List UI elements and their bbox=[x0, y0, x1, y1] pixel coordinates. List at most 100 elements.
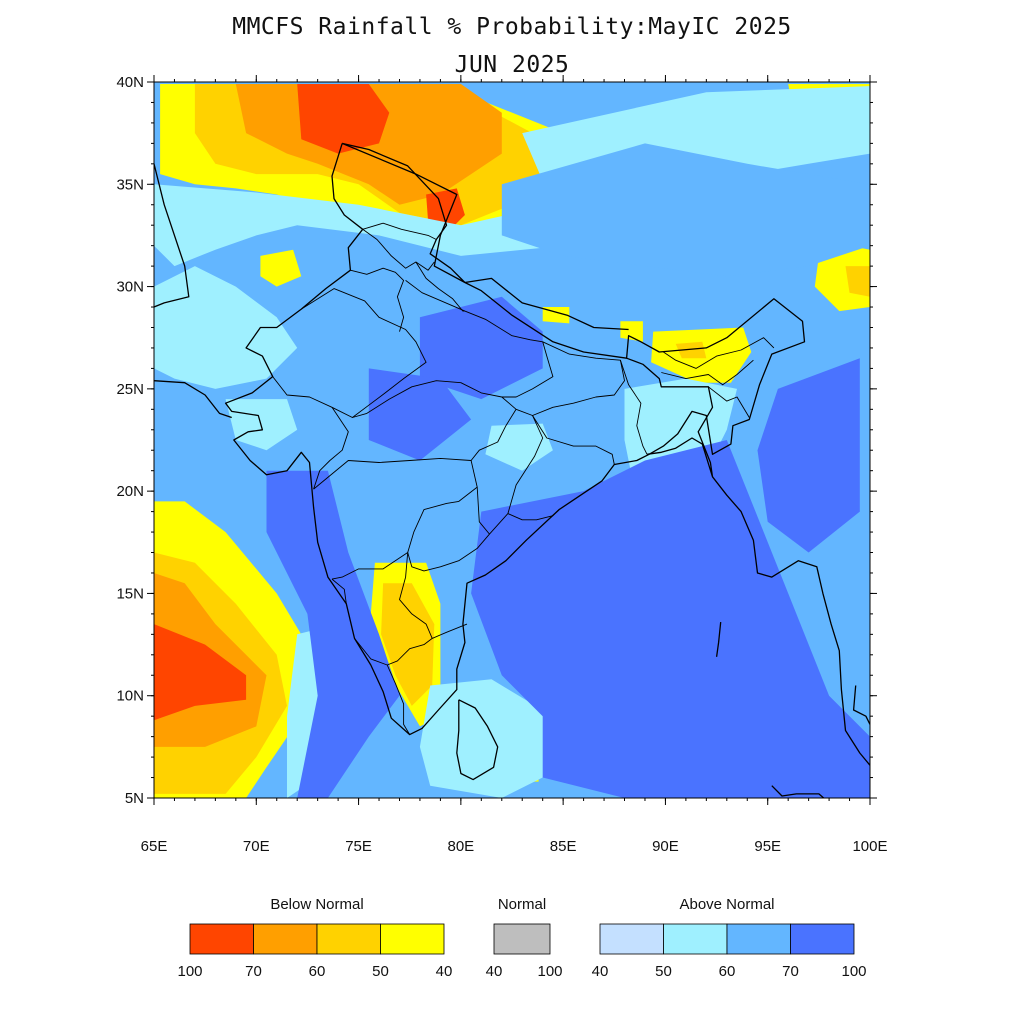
axis-ticks: 65E 70E 75E 80E 85E 90E 95E 100E 5N 10N 15N 20N 25N 3… bbox=[116, 74, 887, 855]
region-central-india-50-60 bbox=[485, 423, 553, 471]
x-tick-label: 80E bbox=[448, 838, 475, 855]
legend-swatch-above_60_70 bbox=[726, 923, 791, 955]
country-state-borders bbox=[154, 142, 870, 798]
legend-number: 100 bbox=[537, 963, 562, 980]
border-state-uttarakhand bbox=[415, 261, 465, 312]
y-tick-label: 10N bbox=[116, 688, 144, 705]
region-north-band-50-60 bbox=[154, 86, 870, 267]
border-myanmar-coast bbox=[711, 476, 870, 766]
legend-swatch-below_40_50 bbox=[380, 923, 445, 955]
border-state-punjab-haryana bbox=[350, 267, 405, 332]
y-tick-label: 40N bbox=[116, 74, 144, 91]
legend-heading-normal: Normal bbox=[498, 896, 546, 913]
map-subtitle: JUN 2025 bbox=[454, 52, 570, 78]
legend-number: 50 bbox=[655, 963, 672, 980]
legend-swatch-above_40_50 bbox=[599, 923, 664, 955]
border-state-mp-up bbox=[352, 380, 517, 461]
region-karakoram-below-70 bbox=[297, 84, 390, 154]
x-tick-label: 100E bbox=[852, 838, 887, 855]
border-state-meghalaya bbox=[661, 359, 754, 386]
border-state-kerala-tn bbox=[386, 664, 411, 735]
border-bangladesh bbox=[626, 357, 714, 478]
probability-regions bbox=[154, 84, 870, 798]
legend-number: 60 bbox=[309, 963, 326, 980]
border-andaman-islands bbox=[715, 622, 722, 657]
legend-number: 40 bbox=[592, 963, 609, 980]
legend-swatch-above_70_100 bbox=[790, 923, 855, 955]
region-central-70-100 bbox=[368, 368, 472, 461]
legend-number: 100 bbox=[177, 963, 202, 980]
region-east-70-100 bbox=[757, 358, 860, 553]
region-tibet-60-70 bbox=[501, 143, 870, 277]
border-state-maharashtra bbox=[313, 457, 478, 580]
border-state-wb bbox=[619, 360, 648, 455]
border-china-boundary bbox=[342, 142, 466, 283]
legend-numbers: 100 70 60 50 40 40 100 40 50 60 70 100 bbox=[177, 963, 866, 980]
region-bhutan-patch-below bbox=[620, 321, 643, 342]
legend-swatches bbox=[189, 923, 855, 955]
legend-heading-above: Above Normal bbox=[679, 896, 774, 913]
legend: Below Normal Normal Above Normal 100 70 60… bbox=[177, 896, 866, 980]
region-tamilnadu-coast-50-60 bbox=[419, 679, 564, 798]
legend-swatch-below_50_60 bbox=[316, 923, 381, 955]
region-east-tibet-below bbox=[814, 245, 870, 312]
border-state-punjab-hp bbox=[362, 228, 435, 271]
region-indo-gangetic-70-100 bbox=[419, 296, 543, 400]
border-sumatra bbox=[771, 785, 825, 798]
y-tick-label: 5N bbox=[125, 790, 144, 807]
legend-number: 40 bbox=[486, 963, 503, 980]
legend-swatch-below_60_70 bbox=[253, 923, 318, 955]
region-arabian-coast-70-100 bbox=[266, 470, 400, 798]
border-state-goa-karnataka bbox=[331, 578, 347, 604]
x-tick-label: 65E bbox=[141, 838, 168, 855]
y-tick-label: 15N bbox=[116, 585, 144, 602]
legend-swatch-normal_40_100 bbox=[493, 923, 551, 955]
region-bay-of-bengal-70-100 bbox=[471, 440, 870, 798]
legend-number: 100 bbox=[841, 963, 866, 980]
border-state-ne bbox=[663, 337, 775, 369]
border-nepal-north bbox=[464, 277, 629, 331]
region-ladakh-patch-below bbox=[260, 249, 302, 287]
y-tick-label: 35N bbox=[116, 176, 144, 193]
region-arabian-sea-below-70 bbox=[154, 624, 247, 721]
region-nepal-patch-below bbox=[542, 307, 570, 324]
border-india-outline bbox=[224, 142, 806, 736]
border-malay-coast bbox=[852, 685, 870, 725]
region-east-tibet-below-inner bbox=[845, 266, 870, 297]
border-state-gujarat-mp bbox=[313, 407, 349, 490]
border-pakistan-coast bbox=[154, 380, 232, 419]
border-state-odisha-ap bbox=[507, 509, 560, 521]
x-tick-label: 75E bbox=[345, 838, 372, 855]
y-tick-label: 20N bbox=[116, 483, 144, 500]
x-tick-label: 85E bbox=[550, 838, 577, 855]
legend-number: 70 bbox=[245, 963, 262, 980]
legend-number: 70 bbox=[782, 963, 799, 980]
map-frame bbox=[153, 81, 871, 799]
border-state-telangana bbox=[407, 533, 490, 572]
x-tick-label: 95E bbox=[754, 838, 781, 855]
y-tick-label: 30N bbox=[116, 279, 144, 296]
y-tick-label: 25N bbox=[116, 381, 144, 398]
legend-swatch-above_50_60 bbox=[663, 923, 728, 955]
border-state-rajasthan bbox=[272, 288, 427, 418]
region-assam-below-inner bbox=[675, 341, 707, 359]
map-title: MMCFS Rainfall % Probability:MayIC 2025 bbox=[232, 14, 792, 40]
legend-heading-below: Below Normal bbox=[270, 896, 363, 913]
legend-swatch-below_70_100 bbox=[189, 923, 254, 955]
legend-number: 60 bbox=[719, 963, 736, 980]
border-state-bihar-jharkhand bbox=[532, 341, 625, 416]
region-pakistan-50-60 bbox=[154, 266, 298, 389]
border-state-chhattisgarh bbox=[476, 408, 544, 535]
border-state-ap-karnataka bbox=[399, 552, 468, 639]
border-state-karnataka-kerala-tn bbox=[354, 638, 433, 666]
border-iran-border bbox=[154, 163, 190, 308]
x-tick-label: 90E bbox=[652, 838, 679, 855]
x-tick-label: 70E bbox=[243, 838, 270, 855]
border-state-up-bihar bbox=[405, 280, 554, 398]
border-state-tripura-mizoram bbox=[708, 386, 750, 418]
legend-number: 40 bbox=[436, 963, 453, 980]
legend-number: 50 bbox=[372, 963, 389, 980]
border-sri-lanka bbox=[456, 699, 499, 781]
border-state-jk-hp bbox=[362, 222, 437, 240]
